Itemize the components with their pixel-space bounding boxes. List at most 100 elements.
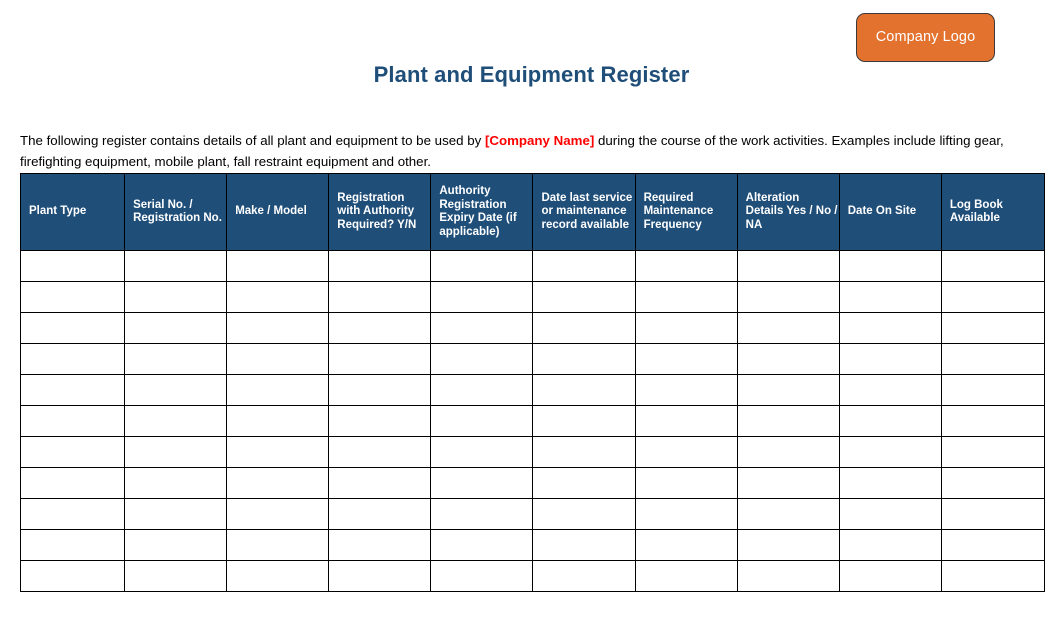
table-cell[interactable] [124,405,228,437]
table-cell[interactable] [19,560,126,592]
table-cell[interactable] [736,374,840,406]
table-cell[interactable] [634,529,738,561]
table-cell[interactable] [634,467,738,499]
table-cell[interactable] [328,436,432,468]
table-cell[interactable] [328,250,432,282]
table-cell[interactable] [532,343,636,375]
table-cell[interactable] [532,250,636,282]
table-cell[interactable] [226,312,330,344]
table-cell[interactable] [226,467,330,499]
table-cell[interactable] [736,467,840,499]
table-cell[interactable] [838,498,942,530]
table-cell[interactable] [19,405,126,437]
table-cell[interactable] [634,374,738,406]
company-logo-box[interactable]: Company Logo [856,13,995,62]
table-cell[interactable] [838,250,942,282]
table-cell[interactable] [838,529,942,561]
table-cell[interactable] [532,312,636,344]
table-cell[interactable] [430,250,534,282]
table-cell[interactable] [124,498,228,530]
table-cell[interactable] [430,436,534,468]
table-cell[interactable] [736,343,840,375]
table-cell[interactable] [328,281,432,313]
table-cell[interactable] [736,560,840,592]
table-cell[interactable] [736,436,840,468]
table-cell[interactable] [838,281,942,313]
table-cell[interactable] [532,374,636,406]
table-cell[interactable] [226,405,330,437]
table-cell[interactable] [19,281,126,313]
table-cell[interactable] [226,250,330,282]
table-cell[interactable] [430,405,534,437]
table-cell[interactable] [838,405,942,437]
table-cell[interactable] [532,281,636,313]
table-cell[interactable] [940,374,1046,406]
table-cell[interactable] [838,467,942,499]
table-cell[interactable] [430,529,534,561]
table-cell[interactable] [736,498,840,530]
table-cell[interactable] [838,374,942,406]
table-cell[interactable] [328,343,432,375]
table-cell[interactable] [940,529,1046,561]
table-cell[interactable] [736,250,840,282]
table-cell[interactable] [430,467,534,499]
table-cell[interactable] [634,498,738,530]
table-cell[interactable] [634,405,738,437]
table-cell[interactable] [19,467,126,499]
table-cell[interactable] [226,436,330,468]
table-cell[interactable] [634,436,738,468]
table-cell[interactable] [838,436,942,468]
table-cell[interactable] [226,343,330,375]
table-cell[interactable] [19,436,126,468]
table-cell[interactable] [19,312,126,344]
table-cell[interactable] [838,312,942,344]
table-cell[interactable] [940,312,1046,344]
table-cell[interactable] [19,374,126,406]
table-cell[interactable] [430,343,534,375]
table-cell[interactable] [226,498,330,530]
table-cell[interactable] [634,250,738,282]
table-cell[interactable] [532,436,636,468]
table-cell[interactable] [736,529,840,561]
table-cell[interactable] [19,529,126,561]
table-cell[interactable] [940,498,1046,530]
table-cell[interactable] [124,281,228,313]
table-cell[interactable] [19,250,126,282]
table-cell[interactable] [430,281,534,313]
table-cell[interactable] [226,281,330,313]
table-cell[interactable] [532,498,636,530]
table-cell[interactable] [940,281,1046,313]
table-cell[interactable] [124,343,228,375]
table-cell[interactable] [634,560,738,592]
table-cell[interactable] [328,467,432,499]
table-cell[interactable] [430,312,534,344]
table-cell[interactable] [940,405,1046,437]
table-cell[interactable] [532,467,636,499]
table-cell[interactable] [328,405,432,437]
table-cell[interactable] [634,343,738,375]
table-cell[interactable] [19,343,126,375]
table-cell[interactable] [226,529,330,561]
table-cell[interactable] [124,436,228,468]
table-cell[interactable] [328,529,432,561]
table-cell[interactable] [124,250,228,282]
table-cell[interactable] [940,343,1046,375]
table-cell[interactable] [328,312,432,344]
table-cell[interactable] [430,374,534,406]
table-cell[interactable] [19,498,126,530]
table-cell[interactable] [430,560,534,592]
table-cell[interactable] [736,312,840,344]
table-cell[interactable] [634,281,738,313]
table-cell[interactable] [124,529,228,561]
company-logo-placeholder[interactable]: Company Logo [856,13,995,62]
table-cell[interactable] [328,498,432,530]
table-cell[interactable] [736,281,840,313]
table-cell[interactable] [532,529,636,561]
table-cell[interactable] [124,374,228,406]
table-cell[interactable] [226,560,330,592]
table-cell[interactable] [124,312,228,344]
table-cell[interactable] [940,560,1046,592]
table-cell[interactable] [940,436,1046,468]
table-cell[interactable] [124,467,228,499]
table-cell[interactable] [634,312,738,344]
